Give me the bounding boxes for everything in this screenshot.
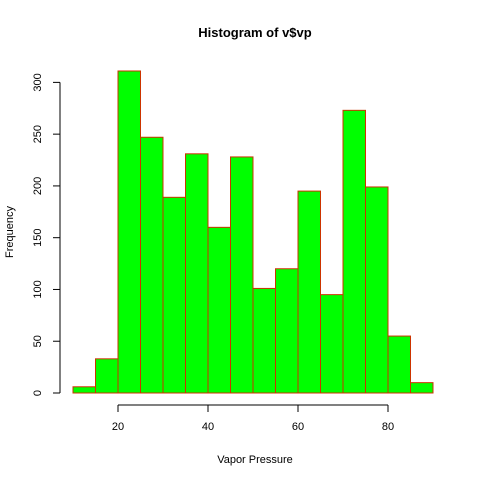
histogram-bar — [162, 196, 186, 394]
x-axis-label: Vapor Pressure — [217, 454, 293, 466]
y-tick-label: 300 — [32, 73, 44, 91]
x-tick-label: 40 — [202, 421, 214, 433]
histogram-bar — [365, 186, 389, 394]
histogram-bar — [140, 136, 164, 394]
bars-group — [72, 70, 434, 394]
histogram-bar — [185, 153, 209, 394]
histogram-bar — [342, 109, 366, 394]
histogram-bar — [410, 382, 434, 394]
y-tick-label: 100 — [32, 280, 44, 298]
x-axis: 20 40 60 80 — [112, 404, 394, 433]
histogram-bar — [230, 156, 254, 394]
y-tick-label: 150 — [32, 229, 44, 247]
y-tick-label: 250 — [32, 125, 44, 143]
histogram-bar — [252, 287, 276, 394]
histogram-bar — [297, 190, 321, 394]
y-tick-label: 200 — [32, 177, 44, 195]
histogram-bar — [275, 268, 299, 394]
chart-title: Histogram of v$vp — [198, 25, 311, 40]
y-axis-label: Frequency — [4, 206, 16, 258]
histogram-bar — [72, 386, 96, 394]
histogram-bar — [207, 226, 231, 394]
x-tick-label: 60 — [292, 421, 304, 433]
histogram-bar — [387, 335, 411, 394]
histogram-bar — [320, 294, 344, 394]
histogram-bar — [95, 358, 119, 394]
x-tick-label: 80 — [382, 421, 394, 433]
x-tick-label: 20 — [112, 421, 124, 433]
histogram-bar — [117, 70, 141, 394]
y-tick-label: 50 — [32, 335, 44, 347]
y-axis: 0 50 100 150 200 250 300 — [32, 73, 61, 396]
y-tick-label: 0 — [32, 390, 44, 396]
